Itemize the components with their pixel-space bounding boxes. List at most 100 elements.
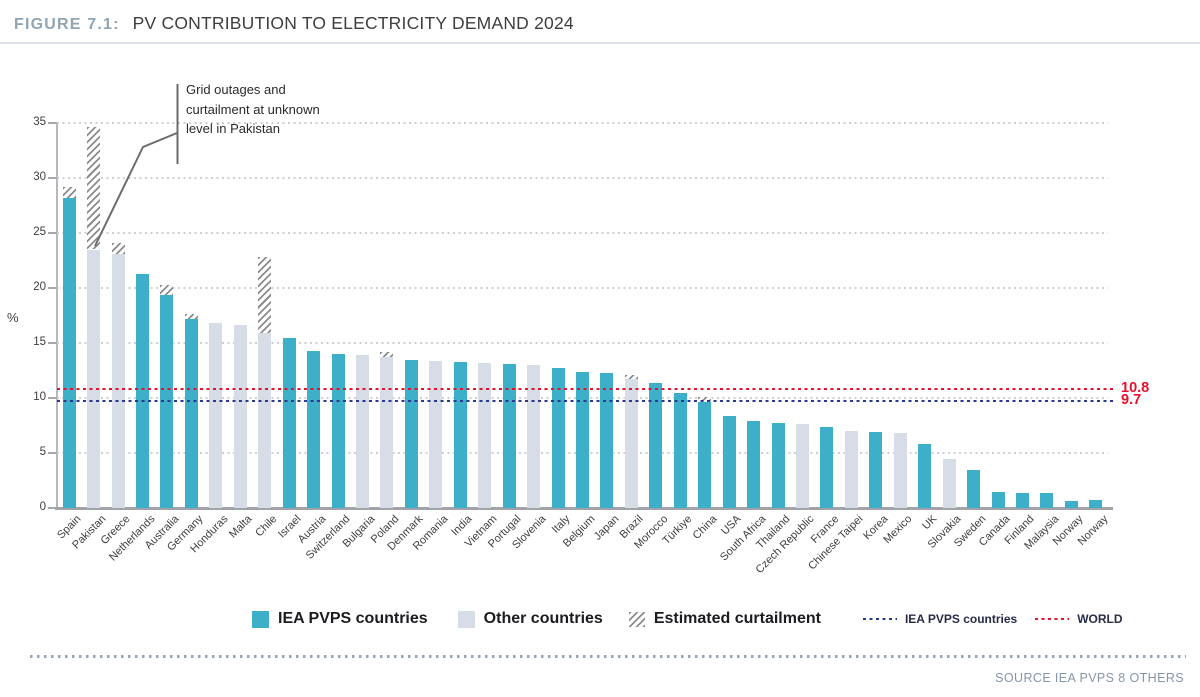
bar-spain bbox=[62, 197, 76, 508]
gridline bbox=[57, 287, 1108, 289]
bar-chile bbox=[258, 333, 272, 508]
x-axis-line bbox=[55, 507, 1113, 510]
bar-thailand bbox=[771, 423, 785, 508]
legend-label: Estimated curtailment bbox=[653, 610, 821, 627]
y-axis-tick-label: 35 bbox=[33, 116, 46, 128]
bar-poland bbox=[380, 357, 394, 508]
other-countries-swatch-icon bbox=[457, 610, 475, 628]
gridline bbox=[57, 232, 1108, 234]
legend-item-iea-pvps: IEA PVPS countries bbox=[252, 610, 428, 628]
y-axis-tick-label: 0 bbox=[39, 501, 46, 513]
bar-slovakia bbox=[942, 458, 956, 508]
y-axis-tick bbox=[48, 232, 57, 234]
blue-dotted-line-icon bbox=[862, 617, 897, 621]
curtailment-hatch-poland bbox=[380, 351, 394, 358]
legend-label: IEA PVPS countries bbox=[904, 612, 1018, 626]
y-axis-tick bbox=[48, 397, 57, 399]
bar-italy bbox=[551, 368, 565, 508]
bar-germany bbox=[184, 318, 198, 508]
legend-item-curtailment: Estimated curtailment bbox=[628, 610, 821, 628]
legend-item-iea-line: IEA PVPS countries bbox=[862, 612, 1018, 626]
hatch-swatch-icon bbox=[628, 611, 645, 627]
legend-label: WORLD bbox=[1077, 612, 1123, 626]
bar-romania bbox=[429, 360, 443, 508]
bar-czech-republic bbox=[795, 424, 809, 508]
bar-finland bbox=[1015, 492, 1029, 508]
curtailment-hatch-brazil bbox=[624, 374, 638, 380]
bar-canada bbox=[991, 491, 1005, 508]
bar-denmark bbox=[404, 359, 418, 508]
bar-south-africa bbox=[747, 421, 761, 508]
bar-china bbox=[698, 402, 712, 508]
bar-bulgaria bbox=[356, 355, 370, 508]
ref-line-iea-pvps-countries bbox=[57, 400, 1114, 403]
y-axis-tick bbox=[48, 507, 57, 509]
ref-line-value-world: 10.8 bbox=[1121, 380, 1150, 397]
y-axis-tick bbox=[48, 122, 57, 124]
legend-item-world-line: WORLD bbox=[1035, 612, 1123, 626]
bar-greece bbox=[111, 253, 125, 508]
y-axis-tick-label: 25 bbox=[33, 226, 46, 238]
y-axis-line bbox=[56, 122, 58, 508]
curtailment-hatch-germany bbox=[184, 314, 198, 319]
legend-item-other: Other countries bbox=[457, 610, 603, 628]
bar-sweden bbox=[967, 469, 981, 508]
y-axis-tick bbox=[48, 287, 57, 289]
bar-portugal bbox=[502, 363, 516, 508]
bar-malta bbox=[233, 325, 247, 508]
bar-japan bbox=[600, 372, 614, 508]
y-axis-tick-label: 15 bbox=[33, 336, 46, 348]
y-axis-tick bbox=[48, 342, 57, 344]
bar-honduras bbox=[209, 323, 223, 508]
y-axis-tick-label: 5 bbox=[39, 446, 46, 458]
y-axis-tick-label: 10 bbox=[33, 391, 46, 403]
curtailment-hatch-chile bbox=[258, 257, 272, 334]
gridline bbox=[57, 122, 1108, 124]
red-dotted-line-icon bbox=[1035, 617, 1070, 621]
curtailment-hatch-australia bbox=[160, 284, 174, 295]
bar-norway bbox=[1089, 500, 1103, 508]
bar-pakistan bbox=[87, 249, 101, 508]
bar-netherlands bbox=[136, 273, 150, 508]
page-title: PV CONTRIBUTION TO ELECTRICITY DEMAND 20… bbox=[132, 13, 574, 33]
bar-norway bbox=[1064, 501, 1078, 508]
source-credit: SOURCE IEA PVPS 8 OTHERS bbox=[995, 671, 1184, 685]
curtailment-hatch-spain bbox=[62, 186, 76, 198]
y-axis-tick-label: 30 bbox=[33, 171, 46, 183]
bar-switzerland bbox=[331, 354, 345, 508]
figure-header: FIGURE 7.1: PV CONTRIBUTION TO ELECTRICI… bbox=[14, 13, 574, 34]
y-axis-tick-label: 20 bbox=[33, 281, 46, 293]
chart-legend: IEA PVPS countries Other countries Estim… bbox=[252, 604, 1123, 634]
legend-label: Other countries bbox=[483, 610, 603, 627]
bar-france bbox=[820, 426, 834, 508]
curtailment-hatch-greece bbox=[111, 242, 125, 254]
legend-label: IEA PVPS countries bbox=[278, 610, 428, 627]
bar-chinese-taipei bbox=[844, 431, 858, 508]
bar-vietnam bbox=[478, 362, 492, 508]
bar-usa bbox=[722, 415, 736, 508]
ref-line-value-iea-pvps-countries: 9.7 bbox=[1121, 392, 1142, 409]
bar-brazil bbox=[624, 379, 638, 508]
bar-israel bbox=[282, 337, 296, 508]
curtailment-hatch-china bbox=[698, 396, 712, 403]
bar-slovenia bbox=[527, 365, 541, 508]
iea-pvps-swatch-icon bbox=[252, 610, 269, 628]
bar-mexico bbox=[893, 433, 907, 508]
bar-korea bbox=[869, 432, 883, 508]
bar-morocco bbox=[649, 382, 663, 508]
gridline bbox=[57, 177, 1108, 179]
bar-t-rkiye bbox=[673, 392, 687, 508]
y-axis-tick bbox=[48, 177, 57, 179]
annotation-pakistan: Grid outages and curtailment at unknown … bbox=[186, 82, 320, 136]
ref-line-world bbox=[57, 388, 1114, 391]
bar-austria bbox=[307, 350, 321, 508]
bar-uk bbox=[918, 444, 932, 508]
header-divider bbox=[0, 42, 1200, 44]
y-axis-unit-label: % bbox=[7, 310, 19, 325]
bar-malaysia bbox=[1040, 492, 1054, 508]
y-axis-tick bbox=[48, 452, 57, 454]
bar-india bbox=[453, 361, 467, 508]
bar-belgium bbox=[576, 371, 589, 508]
footer-dotted-divider bbox=[30, 655, 1186, 658]
